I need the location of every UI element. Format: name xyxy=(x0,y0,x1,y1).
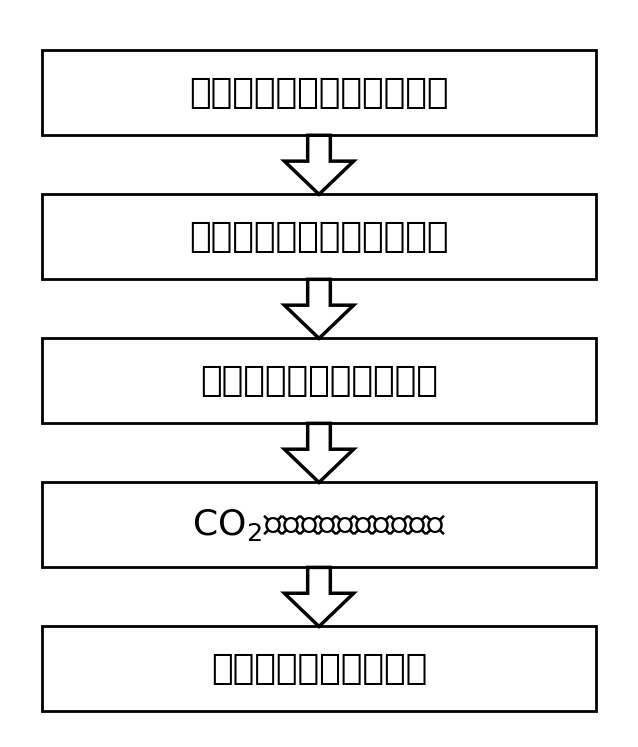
Bar xyxy=(42,338,596,424)
Text: $\mathregular{CO_2}$红外激光局部融熔修复: $\mathregular{CO_2}$红外激光局部融熔修复 xyxy=(192,507,446,543)
Polygon shape xyxy=(285,279,353,338)
Polygon shape xyxy=(285,135,353,194)
Bar xyxy=(42,194,596,279)
Text: 明场显微镜观测修复坑: 明场显微镜观测修复坑 xyxy=(211,652,427,686)
Text: 光学元件表面微缺陷检测: 光学元件表面微缺陷检测 xyxy=(200,364,438,398)
Text: 紫外激光光栅式扫描预处理: 紫外激光光栅式扫描预处理 xyxy=(189,220,449,254)
Bar xyxy=(42,627,596,711)
Text: 熔石英光学元件安装与定位: 熔石英光学元件安装与定位 xyxy=(189,75,449,110)
Polygon shape xyxy=(285,568,353,627)
Bar xyxy=(42,483,596,568)
Bar xyxy=(42,50,596,135)
Polygon shape xyxy=(285,424,353,483)
